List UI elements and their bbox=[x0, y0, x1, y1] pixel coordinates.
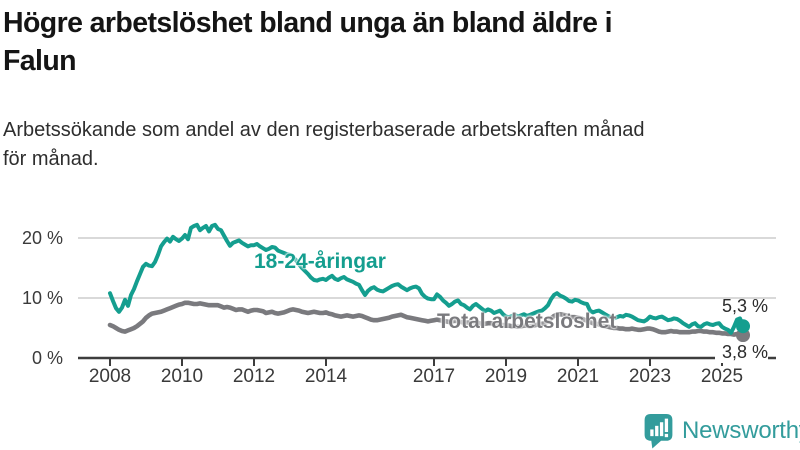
x-axis-label: 2017 bbox=[412, 366, 456, 387]
y-axis-label: 20 % bbox=[21, 228, 63, 248]
newsworthy-logo[interactable]: Newsworthy bbox=[644, 413, 800, 449]
x-axis-label: 2023 bbox=[628, 366, 672, 387]
x-axis-label: 2012 bbox=[232, 366, 276, 387]
page-title: Högre arbetslöshet bland unga än bland ä… bbox=[3, 4, 783, 80]
subtitle-line-1: Arbetssökande som andel av den registerb… bbox=[3, 119, 645, 141]
series-line-1 bbox=[107, 300, 746, 338]
newsworthy-logo-icon bbox=[644, 413, 673, 448]
series-line-0 bbox=[108, 222, 745, 335]
x-axis-label: 2021 bbox=[556, 366, 600, 387]
end-value-label-youth: 5,3 % bbox=[721, 296, 768, 316]
chart-subtitle: Arbetssökande som andel av den registerb… bbox=[3, 116, 743, 174]
series-label-total: Total arbetslöshet bbox=[437, 310, 617, 333]
title-line-1: Högre arbetslöshet bland unga än bland ä… bbox=[3, 7, 613, 39]
series-label-youth: 18-24-åringar bbox=[254, 250, 386, 273]
title-line-2: Falun bbox=[3, 45, 77, 77]
newsworthy-logo-text: Newsworthy bbox=[682, 417, 800, 444]
end-value-label-total: 3,8 % bbox=[715, 342, 768, 363]
y-axis-label: 0 % bbox=[31, 348, 63, 368]
x-axis-label: 2025 bbox=[700, 366, 744, 387]
subtitle-line-2: för månad. bbox=[3, 148, 99, 170]
y-axis-label: 10 % bbox=[21, 288, 63, 308]
x-axis-label: 2010 bbox=[160, 366, 204, 387]
x-axis-label: 2019 bbox=[484, 366, 528, 387]
x-axis-label: 2014 bbox=[304, 366, 348, 387]
series-end-dot-0 bbox=[736, 319, 750, 334]
x-axis-label: 2008 bbox=[88, 366, 132, 387]
